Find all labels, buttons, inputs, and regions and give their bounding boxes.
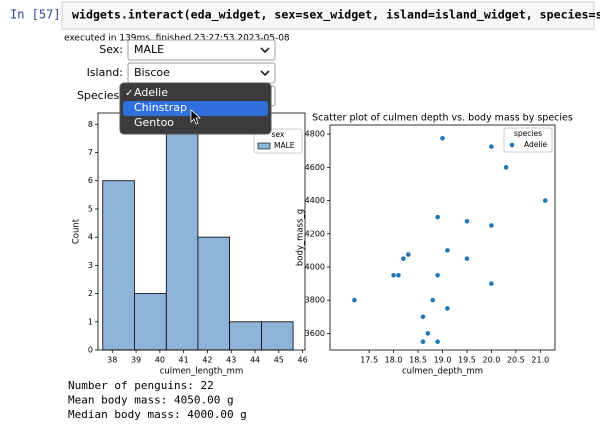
y-axis-label: Count	[72, 218, 82, 244]
point	[489, 281, 494, 286]
chart-title: Scatter plot of culmen depth vs. body ma…	[312, 113, 573, 124]
dropdown-menu[interactable]: ✓ Adelie Chinstrap Gentoo	[119, 82, 272, 135]
y-tick-label: 7	[88, 148, 93, 157]
legend-swatch	[509, 142, 515, 148]
charts: 38 39 40 41 42 43 44 45 46012345678culmen_length…	[72, 113, 573, 377]
point	[445, 306, 450, 311]
exec-status: executed in 139ms, finished 23:27:53 202…	[64, 34, 290, 44]
hist-bar	[134, 293, 167, 351]
y-tick-label: 2	[88, 289, 93, 298]
point	[542, 198, 548, 203]
y-tick-label: 3800	[305, 296, 325, 305]
point	[440, 135, 445, 141]
x-tick-label: 18.5	[409, 356, 427, 365]
y-tick-label: 4200	[305, 229, 325, 238]
y-tick-label: 4	[88, 233, 93, 242]
point	[396, 272, 401, 278]
y-tick-label: 6	[88, 176, 93, 185]
chevron	[260, 70, 270, 77]
x-tick-label: 42	[202, 356, 212, 365]
x-axis-label: culmen_length_mm	[160, 367, 243, 377]
y-tick-label: 3600	[305, 329, 325, 338]
menu-option[interactable]: Chinstrap	[134, 101, 187, 114]
x-tick-label: 21.0	[531, 356, 549, 365]
point	[464, 219, 470, 224]
point	[425, 331, 431, 336]
point	[405, 252, 411, 257]
x-tick-label: 43	[226, 356, 236, 365]
point	[430, 297, 436, 303]
cell-prompt: In [57]:	[10, 8, 68, 22]
x-tick-label: 39	[131, 356, 141, 365]
hist-bar	[229, 321, 262, 351]
x-tick-label: 41	[179, 356, 189, 365]
cursor	[190, 109, 202, 125]
select-box[interactable]	[127, 39, 276, 61]
widget-label: Sex:	[99, 43, 123, 56]
hist-bar	[261, 321, 294, 351]
menu-option[interactable]: Adelie	[134, 86, 168, 99]
y-tick-label: 4800	[305, 130, 325, 139]
legend-title: sex	[272, 130, 285, 139]
x-tick-label: 20.5	[507, 356, 525, 365]
hist-bar	[165, 123, 199, 351]
point	[391, 272, 396, 278]
output-line: Median body mass: 4000.00 g	[68, 408, 247, 421]
y-tick-label: 0	[88, 346, 93, 355]
output-line: Number of penguins: 22	[68, 379, 214, 392]
menu-option[interactable]: Gentoo	[134, 116, 174, 129]
point	[420, 314, 426, 320]
point	[503, 165, 509, 170]
menu-highlight	[123, 101, 268, 116]
legend-label: Adelie	[524, 140, 548, 149]
y-tick-label: 8	[88, 120, 93, 129]
x-tick-label: 44	[250, 356, 260, 365]
point	[489, 144, 494, 149]
x-tick-label: 19.0	[434, 356, 452, 365]
y-tick-label: 4000	[305, 262, 325, 271]
point	[420, 339, 426, 344]
code-box[interactable]	[61, 1, 595, 30]
y-tick-label: 5	[88, 204, 93, 213]
x-tick-label: 46	[298, 356, 308, 365]
x-axis-label: culmen_depth_mm	[402, 367, 483, 377]
widget-label: Species:	[77, 89, 123, 102]
legend-swatch	[257, 142, 271, 150]
output-line: Mean body mass: 4050.00 g	[68, 394, 234, 407]
y-tick-label: 1	[88, 317, 93, 326]
point	[435, 272, 440, 278]
code[interactable]: widgets.interact(eda_widget, sex=sex_wid…	[72, 8, 600, 23]
plot-area	[330, 125, 555, 350]
legend-title: species	[514, 129, 542, 138]
y-tick-label: 4400	[305, 196, 325, 205]
y-tick-label: 3	[88, 261, 93, 270]
point	[445, 248, 450, 253]
point	[352, 297, 357, 303]
select-value: Biscoe	[134, 66, 170, 79]
point	[401, 256, 406, 261]
x-tick-label: 17.5	[360, 356, 378, 365]
x-tick-label: 20.0	[483, 356, 501, 365]
legend-box	[503, 127, 553, 153]
x-tick-label: 38	[107, 356, 117, 365]
point	[435, 339, 440, 344]
output: Number of penguins: 22 Mean body mass: 40…	[68, 379, 247, 421]
legend-label: MALE	[274, 141, 295, 150]
x-tick-label: 45	[274, 356, 284, 365]
select-value: MALE	[134, 43, 164, 56]
y-axis-label: body_mass_g	[296, 209, 306, 266]
point	[464, 256, 470, 261]
x-tick-label: 18.0	[385, 356, 403, 365]
widget-label: Island:	[87, 66, 123, 79]
x-tick-label: 19.5	[458, 356, 476, 365]
hist-bar	[197, 236, 230, 351]
hist-bar	[102, 180, 135, 351]
point	[489, 223, 494, 228]
check: ✓	[125, 88, 133, 99]
x-tick-label: 40	[155, 356, 165, 365]
y-tick-label: 4600	[305, 163, 325, 172]
chevron	[260, 47, 270, 54]
point	[435, 214, 440, 220]
